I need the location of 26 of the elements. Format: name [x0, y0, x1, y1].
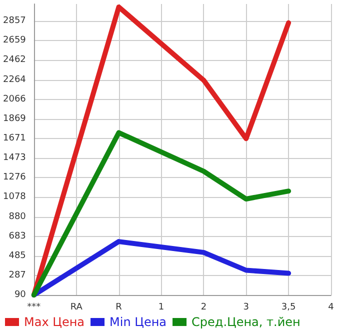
y-tick-label: 1276	[3, 172, 26, 183]
x-tick-label: ***	[27, 302, 42, 312]
x-tick-label: 1	[158, 302, 164, 312]
y-tick-label: 287	[8, 270, 26, 280]
legend-label: Min Цена	[110, 315, 167, 329]
x-tick-label: 3	[243, 302, 249, 312]
y-tick-label: 2264	[3, 74, 26, 85]
x-tick-label: 4	[328, 302, 334, 312]
y-tick-label: 2659	[3, 36, 26, 46]
y-tick-label: 2857	[3, 16, 26, 26]
x-tick-label: R	[116, 302, 122, 312]
y-tick-label: 880	[8, 212, 26, 222]
y-tick-label: 485	[8, 250, 26, 261]
y-tick-label: 1078	[3, 192, 26, 202]
x-tick-label: 2	[200, 302, 207, 312]
x-tick-label: 3,5	[281, 302, 296, 312]
y-tick-label: 90	[14, 290, 26, 300]
x-tick-label: RA	[70, 302, 84, 312]
legend-label: Сред.Цена, т.йен	[192, 315, 300, 329]
y-tick-label: 2066	[3, 94, 26, 104]
legend-label: Max Цена	[24, 315, 85, 329]
y-tick-label: 1671	[3, 134, 26, 144]
y-tick-label: 1473	[3, 153, 26, 164]
y-tick-label: 683	[8, 231, 26, 242]
y-tick-label: 2462	[3, 55, 26, 66]
y-tick-label: 1869	[3, 114, 26, 124]
